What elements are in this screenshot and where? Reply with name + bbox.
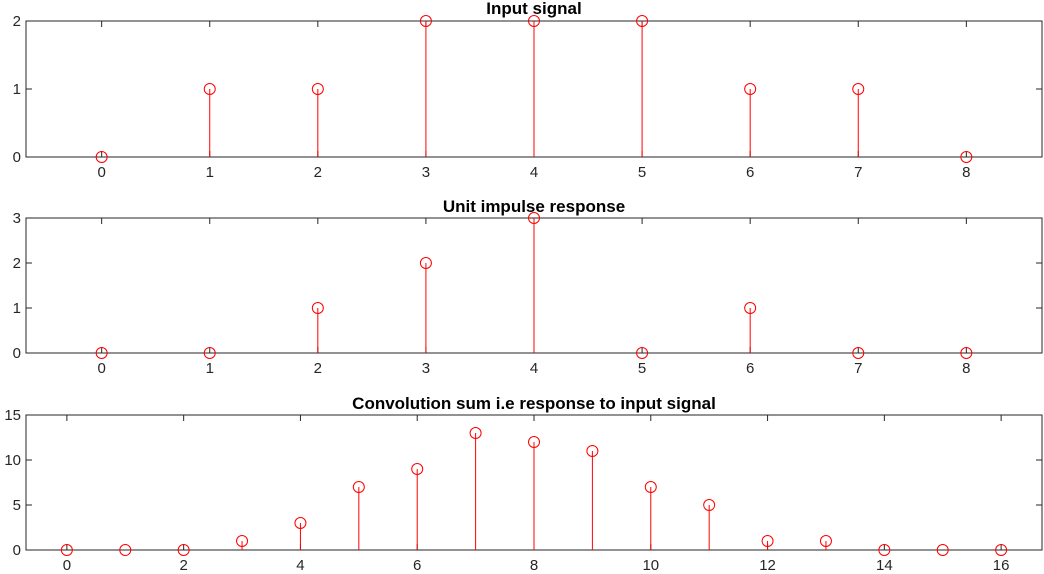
chart-title: Unit impulse response — [443, 197, 625, 216]
x-tick-label: 5 — [638, 360, 646, 377]
stem-marker — [119, 544, 132, 556]
y-tick-label: 0 — [13, 149, 21, 166]
stem-marker — [95, 347, 108, 359]
x-tick-label: 7 — [854, 360, 862, 377]
stem-marker — [528, 15, 540, 27]
stem-marker — [819, 535, 832, 547]
x-tick-label: 3 — [422, 164, 430, 181]
x-tick-label: 1 — [206, 164, 214, 181]
stem-marker — [644, 481, 657, 493]
x-tick-label: 8 — [962, 164, 970, 181]
x-tick-label: 14 — [876, 557, 893, 574]
stem-marker — [411, 463, 424, 475]
x-tick-label: 2 — [314, 360, 322, 377]
stem-marker — [311, 83, 324, 95]
y-tick-label: 3 — [13, 210, 21, 227]
x-tick-label: 6 — [413, 557, 421, 574]
stem-marker — [294, 517, 307, 529]
stem-marker — [852, 347, 865, 359]
y-tick-label: 2 — [13, 13, 21, 30]
x-tick-label: 4 — [530, 360, 538, 377]
stem-marker — [878, 544, 891, 556]
stem-marker — [761, 535, 774, 547]
stem-marker — [852, 83, 865, 95]
stem-marker — [203, 347, 216, 359]
stem-marker — [419, 257, 432, 269]
subplot-convolution-sum: Convolution sum i.e response to input si… — [4, 394, 1043, 574]
stem-marker — [528, 436, 540, 448]
stem-marker — [636, 15, 649, 27]
x-tick-label: 6 — [746, 360, 754, 377]
x-tick-label: 0 — [63, 557, 71, 574]
x-tick-label: 16 — [993, 557, 1010, 574]
y-tick-label: 10 — [4, 452, 21, 469]
stem-marker — [636, 347, 649, 359]
x-tick-label: 8 — [530, 557, 538, 574]
stem-marker — [528, 212, 540, 224]
chart-title: Convolution sum i.e response to input si… — [352, 394, 716, 413]
stem-marker — [960, 151, 973, 163]
stem-marker — [419, 15, 432, 27]
y-tick-label: 1 — [13, 81, 21, 98]
x-tick-label: 2 — [179, 557, 187, 574]
x-tick-label: 4 — [296, 557, 304, 574]
x-tick-label: 8 — [962, 360, 970, 377]
x-tick-label: 4 — [530, 164, 538, 181]
y-tick-label: 15 — [4, 407, 21, 424]
stem-marker — [352, 481, 365, 493]
stem-marker — [60, 544, 73, 556]
x-tick-label: 10 — [642, 557, 659, 574]
stem-marker — [236, 535, 249, 547]
stem-marker — [936, 544, 949, 556]
x-tick-label: 7 — [854, 164, 862, 181]
stem-marker — [995, 544, 1008, 556]
stem-marker — [960, 347, 973, 359]
x-tick-label: 3 — [422, 360, 430, 377]
subplot-input-signal: Input signal 0 1 2 3 4 5 6 7 8 0 1 2 — [13, 0, 1043, 181]
y-tick-label: 2 — [13, 255, 21, 272]
x-tick-label: 6 — [746, 164, 754, 181]
chart-title: Input signal — [486, 0, 581, 18]
x-tick-label: 0 — [97, 360, 105, 377]
x-tick-label: 0 — [97, 164, 105, 181]
stem-marker — [177, 544, 190, 556]
stem-marker — [586, 445, 599, 457]
x-tick-label: 1 — [206, 360, 214, 377]
y-tick-label: 0 — [13, 542, 21, 559]
stem-marker — [311, 302, 324, 314]
subplot-unit-impulse-response: Unit impulse response 0 1 2 3 4 5 6 7 8 0 1 2 3 — [13, 197, 1043, 377]
stem-marker — [744, 83, 757, 95]
y-tick-label: 5 — [13, 497, 21, 514]
y-tick-label: 1 — [13, 300, 21, 317]
stem-marker — [744, 302, 757, 314]
x-tick-label: 2 — [314, 164, 322, 181]
stem-marker — [95, 151, 108, 163]
x-tick-label: 5 — [638, 164, 646, 181]
y-tick-label: 0 — [13, 345, 21, 362]
stem-marker — [703, 499, 716, 511]
stem-marker — [203, 83, 216, 95]
x-tick-label: 12 — [759, 557, 776, 574]
stem-marker — [469, 427, 482, 439]
